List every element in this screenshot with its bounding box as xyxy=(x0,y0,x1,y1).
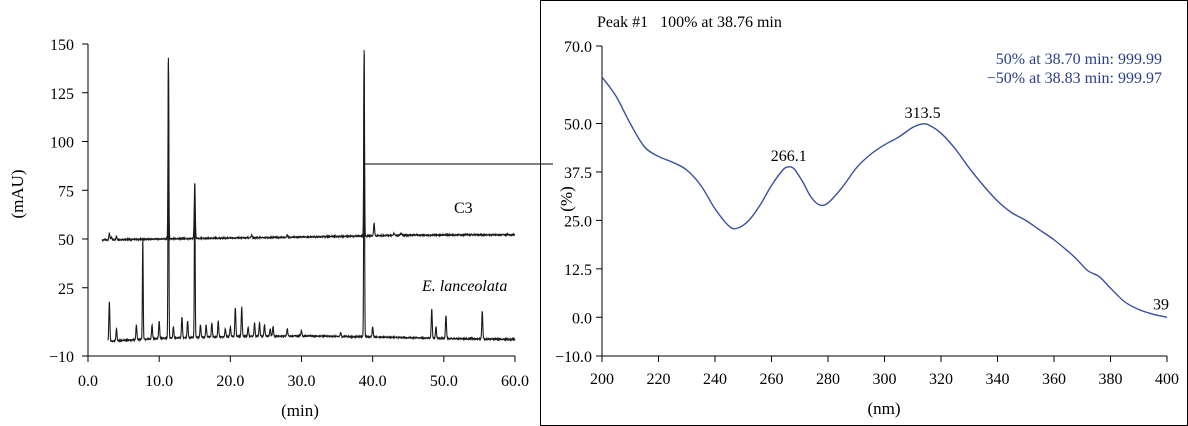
right-x-tick-label: 340 xyxy=(986,371,1010,388)
left-y-tick-label: 150 xyxy=(50,37,74,54)
right-x-tick-label: 320 xyxy=(929,371,953,388)
left-x-tick-label: 0.0 xyxy=(78,373,98,390)
right-x-tick-label: 360 xyxy=(1042,371,1066,388)
right-y-tick-label: 0.0 xyxy=(572,310,592,327)
left-x-tick-label: 50.0 xyxy=(430,373,458,390)
right-x-tick-label: 200 xyxy=(590,371,614,388)
peak-label: 39 xyxy=(1153,296,1169,313)
right-y-tick-label: −10.0 xyxy=(555,349,592,366)
left-x-axis-label: (min) xyxy=(281,401,319,420)
left-y-tick-label: 25 xyxy=(58,281,74,298)
left-x-tick-label: 60.0 xyxy=(501,373,529,390)
right-x-tick-label: 260 xyxy=(760,371,784,388)
right-x-tick-label: 220 xyxy=(647,371,671,388)
left-y-tick-label: 50 xyxy=(58,232,74,249)
uv-spectrum-line xyxy=(601,76,1168,318)
left-x-tick-label: 20.0 xyxy=(216,373,244,390)
info-line-2: −50% at 38.83 min: 999.97 xyxy=(987,70,1162,87)
right-x-axis-label: (nm) xyxy=(867,399,900,418)
left-x-ticks: 0.0 10.0 20.0 30.0 40.0 50.0 60.0 xyxy=(78,356,529,390)
left-y-ticks: 150 125 100 75 50 25 −10 xyxy=(49,37,88,366)
chromatogram-trace-e-lanceolata xyxy=(107,50,516,344)
left-y-axis-label: (mAU) xyxy=(8,169,27,218)
spectrum-title: Peak #1 100% at 38.76 min xyxy=(597,14,782,31)
left-y-tick-label: 75 xyxy=(58,183,74,200)
right-x-tick-label: 380 xyxy=(1099,371,1123,388)
peak-labels: 266.1 313.5 39 xyxy=(771,105,1169,313)
chromatogram-panel: 0.0 10.0 20.0 30.0 40.0 50.0 60.0 150 125 100 75 5… xyxy=(8,37,529,420)
right-y-axis-label: (%) xyxy=(557,186,576,211)
right-y-tick-label: 70.0 xyxy=(564,39,592,56)
peak-label: 313.5 xyxy=(905,105,941,122)
left-y-tick-label: 125 xyxy=(50,86,74,103)
right-y-tick-label: 37.5 xyxy=(564,165,592,182)
left-series-group xyxy=(101,50,516,344)
right-y-tick-label: 50.0 xyxy=(564,117,592,134)
spectrum-panel: Peak #1 100% at 38.76 min 200 220 240 260 28… xyxy=(540,0,1188,426)
left-x-tick-label: 30.0 xyxy=(288,373,316,390)
right-series-group xyxy=(601,76,1168,318)
left-x-tick-label: 40.0 xyxy=(359,373,387,390)
right-y-ticks: 70.0 50.0 37.5 25.0 12.5 0.0 −10.0 xyxy=(555,39,602,366)
right-x-tick-label: 300 xyxy=(873,371,897,388)
peak-label: 266.1 xyxy=(771,148,807,165)
right-y-tick-label: 25.0 xyxy=(564,213,592,230)
series-label-e-lanceolata: E. lanceolata xyxy=(421,278,507,295)
right-x-ticks: 200 220 240 260 280 300 320 340 360 380 400 xyxy=(590,356,1179,388)
right-x-tick-label: 400 xyxy=(1155,371,1179,388)
info-line-1: 50% at 38.70 min: 999.99 xyxy=(996,51,1162,68)
chromatogram-trace-c3 xyxy=(101,54,516,243)
left-y-tick-label: 100 xyxy=(50,135,74,152)
right-x-tick-label: 240 xyxy=(703,371,727,388)
right-x-tick-label: 280 xyxy=(816,371,840,388)
right-y-tick-label: 12.5 xyxy=(564,262,592,279)
left-x-tick-label: 10.0 xyxy=(145,373,173,390)
series-label-c3: C3 xyxy=(454,200,473,217)
left-y-tick-label: −10 xyxy=(49,349,74,366)
